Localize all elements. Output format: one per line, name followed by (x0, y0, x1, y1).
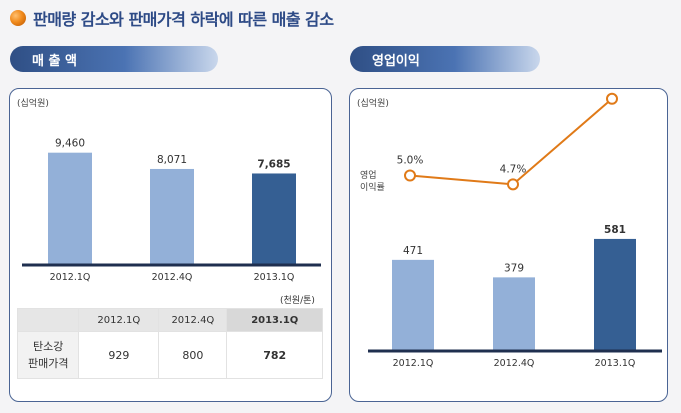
x-tick-label: 2012.4Q (494, 358, 535, 369)
bar-value-label: 9,460 (55, 138, 85, 150)
op-profit-panel: (십억원) 영업 이익률 471 2012.1Q 379 2012.4Q 581 2013… (349, 88, 668, 402)
price-table: 2012.1Q 2012.4Q 2013.1Q 탄소강 판매가격 929 800… (16, 308, 323, 379)
price-value-2012-1q: 929 (78, 331, 160, 379)
margin-point-2012.1Q (404, 169, 416, 182)
bar-2012.1Q (392, 259, 434, 350)
price-value-2013-1q: 782 (226, 331, 323, 379)
margin-label-line2: 이익률 (360, 183, 385, 193)
bar-2013.1Q (252, 173, 296, 264)
price-row-label: 탄소강 판매가격 (16, 331, 80, 379)
margin-value-label: 5.0% (397, 155, 424, 167)
bar-2012.1Q (48, 152, 92, 264)
sales-unit-label: (십억원) (17, 99, 49, 109)
price-table-row: 탄소강 판매가격 929 800 782 (16, 331, 323, 379)
page-title: 판매량 감소와 판매가격 하락에 따른 매출 감소 (33, 10, 334, 29)
op-unit-label: (십억원) (357, 99, 389, 109)
bar-value-label: 8,071 (157, 154, 187, 166)
bar-2013.1Q (594, 238, 636, 350)
sales-bar-chart: 9,460 2012.1Q 8,071 2012.4Q 7,685 2013.1Q (22, 138, 321, 283)
price-unit-label: (천원/톤) (280, 296, 315, 306)
price-header-2012-4q: 2012.4Q (158, 308, 228, 332)
price-table-header-row: 2012.1Q 2012.4Q 2013.1Q (16, 308, 323, 332)
bar-value-label: 379 (504, 262, 524, 274)
bar-value-label: 581 (604, 224, 626, 236)
margin-label-line1: 영업 (360, 171, 377, 181)
price-row-label-line2: 판매가격 (27, 357, 69, 370)
bar-2012.4Q (150, 168, 194, 264)
x-tick-label: 2013.1Q (595, 358, 636, 369)
x-tick-label: 2012.4Q (152, 272, 193, 283)
margin-value-label: 7.6% (597, 89, 627, 90)
bar-value-label: 471 (403, 245, 423, 257)
bar-value-label: 7,685 (257, 158, 290, 170)
price-value-2012-4q: 800 (158, 331, 228, 379)
margin-value-label: 4.7% (500, 163, 527, 175)
bar-2012.4Q (493, 277, 535, 350)
sales-panel: (십억원) 9,460 2012.1Q 8,071 2012.4Q 7,685 2013.… (9, 88, 332, 402)
orange-bullet-icon (10, 10, 26, 26)
sales-section-pill: 매 출 액 (10, 46, 218, 72)
page-header: 판매량 감소와 판매가격 하락에 따른 매출 감소 (10, 5, 334, 31)
margin-point-2012.4Q (507, 178, 519, 191)
x-tick-label: 2012.1Q (393, 358, 434, 369)
x-tick-label: 2012.1Q (50, 272, 91, 283)
margin-point-2013.1Q (606, 92, 618, 105)
op-profit-chart: 471 2012.1Q 379 2012.4Q 581 2013.1Q 5.0% 4.7% 7.… (368, 89, 662, 369)
price-header-2012-1q: 2012.1Q (78, 308, 160, 332)
price-row-label-line1: 탄소강 (33, 340, 64, 353)
x-tick-label: 2013.1Q (254, 272, 295, 283)
price-table-corner (16, 308, 80, 332)
price-header-2013-1q: 2013.1Q (226, 308, 323, 332)
op-profit-section-pill: 영업이익 (350, 46, 540, 72)
